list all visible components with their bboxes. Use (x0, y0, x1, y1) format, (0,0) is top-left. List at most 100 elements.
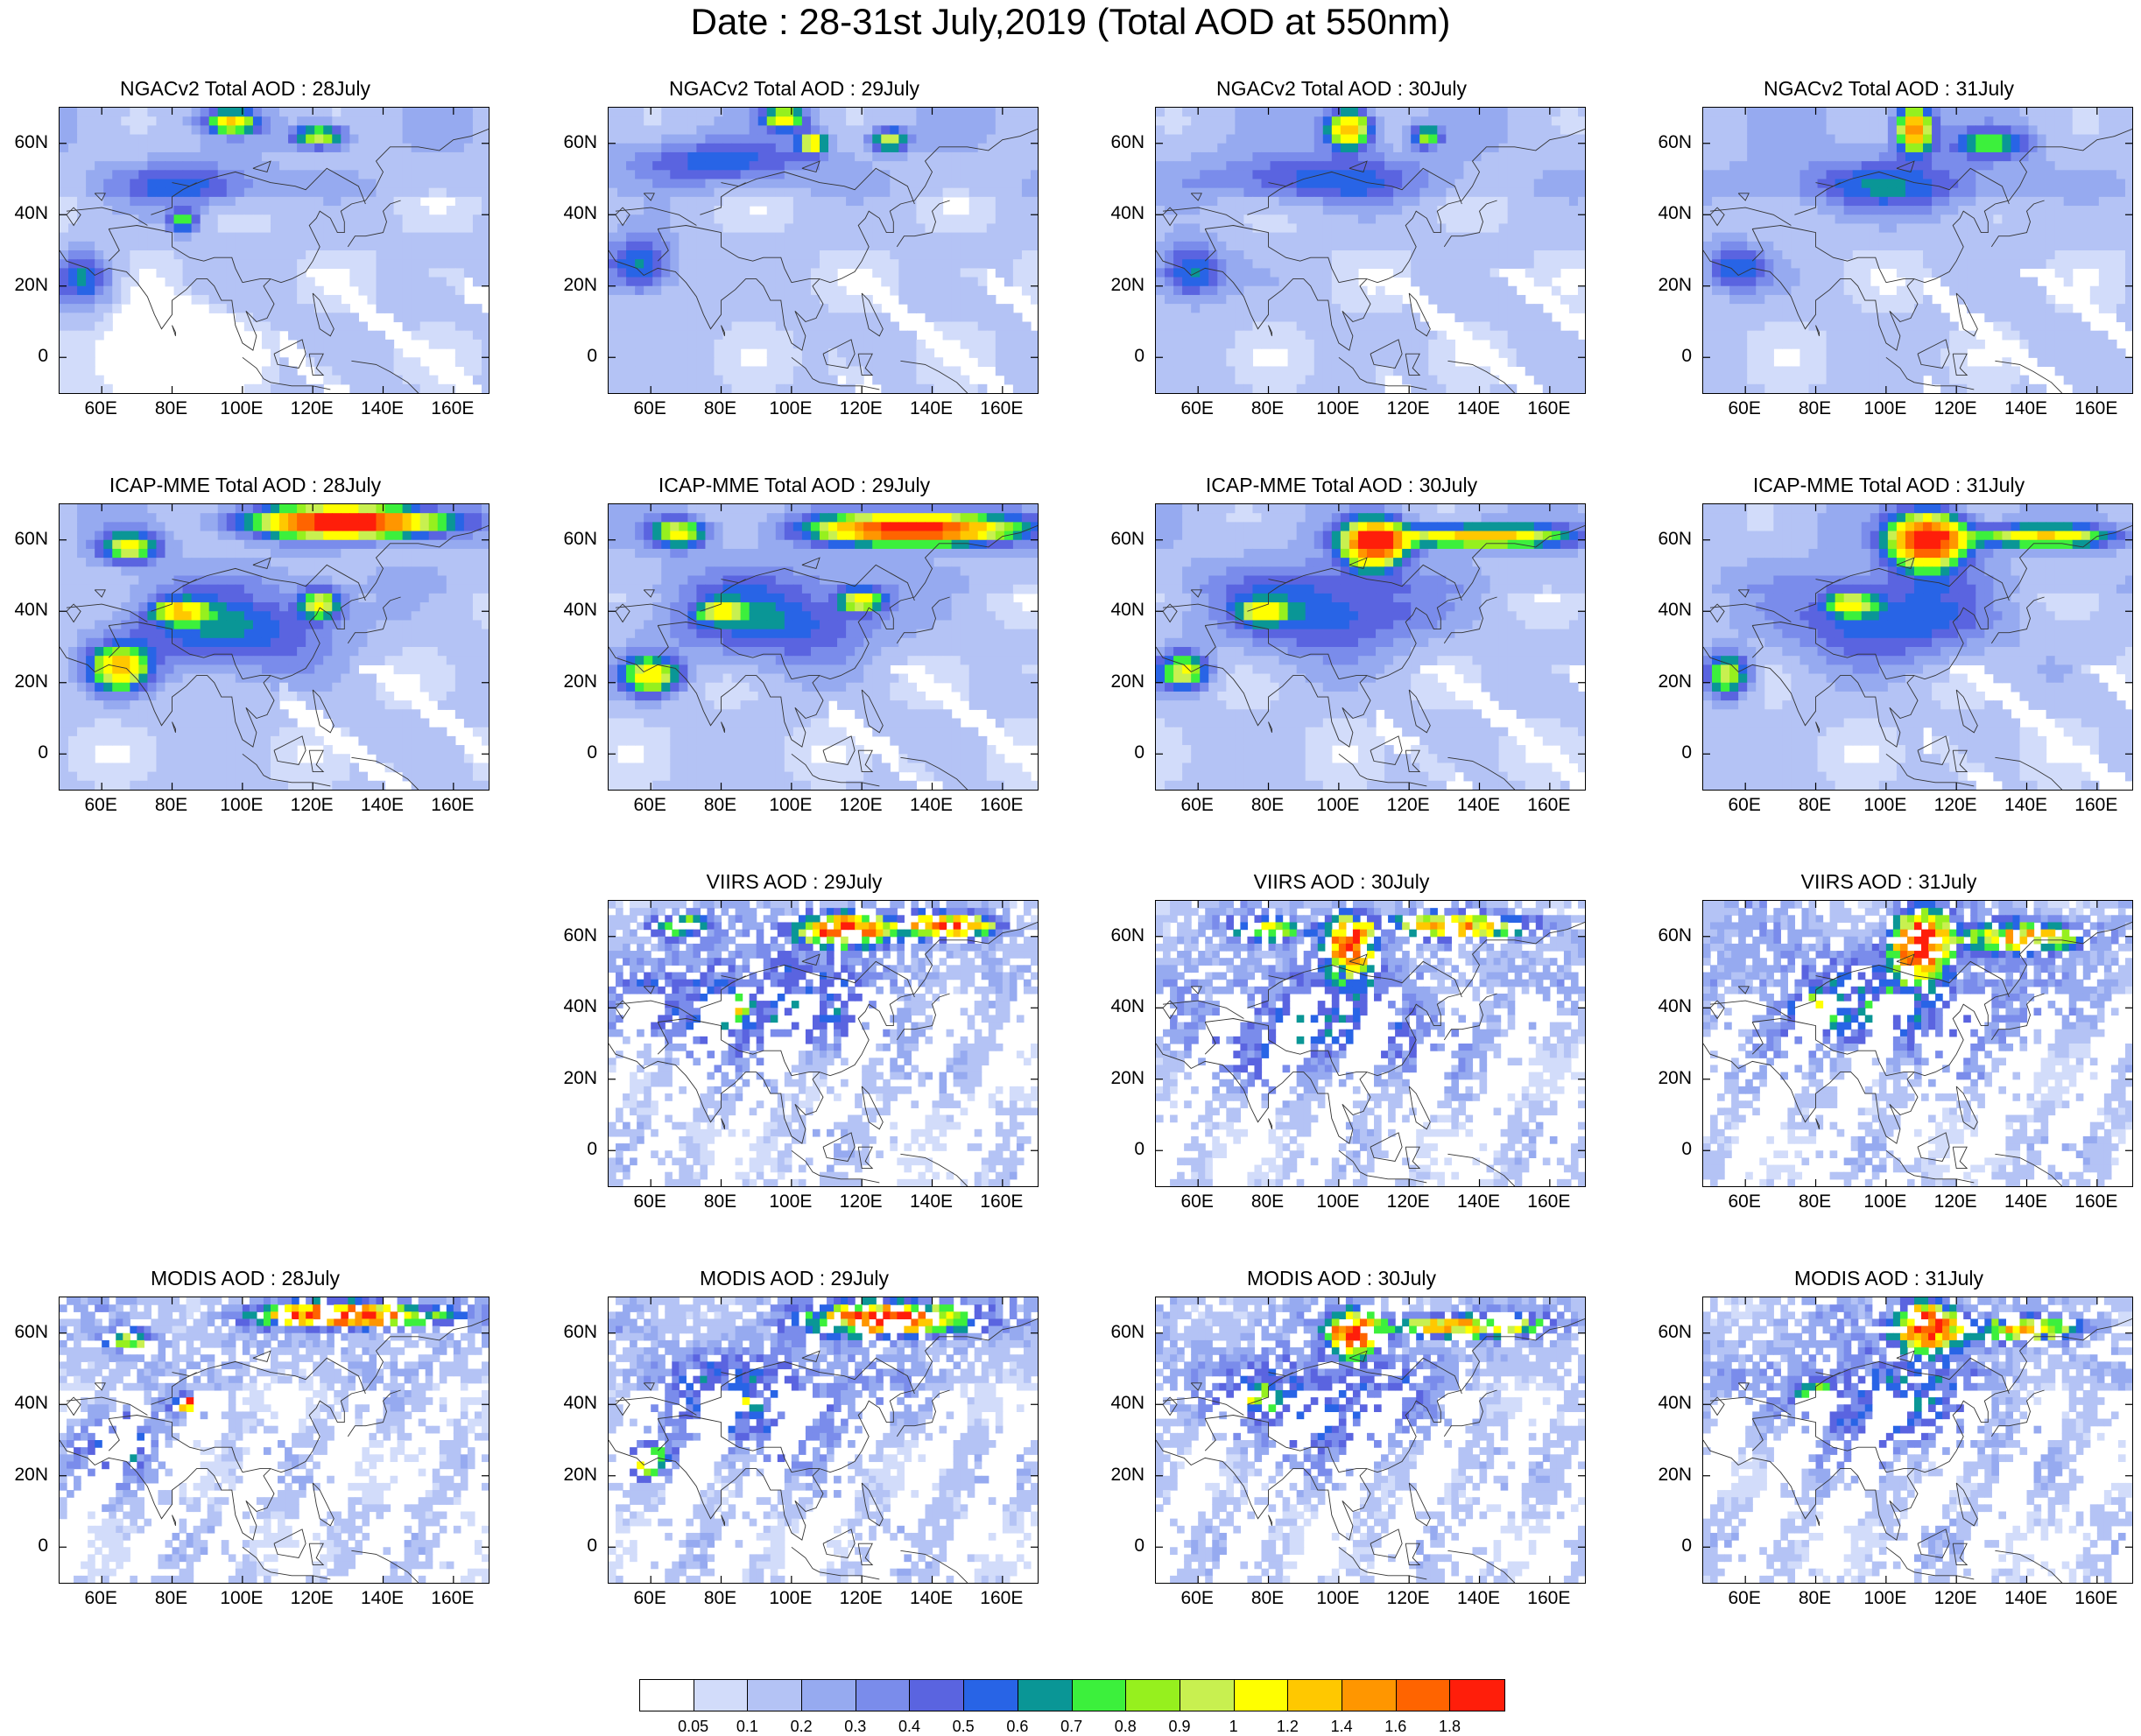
aod-cells (60, 1297, 489, 1583)
x-tick-label: 100E (1855, 795, 1916, 816)
x-tick-label: 140E (901, 795, 962, 816)
x-tick-label: 140E (1448, 1588, 1510, 1609)
x-tick-label: 140E (901, 1588, 962, 1609)
x-tick-label: 120E (1925, 1588, 1986, 1609)
colorbar-swatch (1342, 1680, 1397, 1711)
colorbar-swatch (694, 1680, 749, 1711)
y-tick-label: 60N (1648, 529, 1692, 550)
x-tick-label: 120E (1377, 795, 1439, 816)
aod-cells (1703, 108, 2132, 393)
aod-field (1156, 504, 1585, 790)
y-tick-label: 0 (4, 346, 48, 367)
y-tick-label: 20N (1101, 1068, 1144, 1089)
x-tick-label: 60E (1166, 398, 1228, 419)
x-tick-label: 60E (619, 398, 680, 419)
aod-field (1156, 108, 1585, 393)
figure-title: Date : 28-31st July,2019 (Total AOD at 5… (0, 0, 2141, 44)
x-tick-label: 140E (1448, 795, 1510, 816)
aod-cells (609, 108, 1038, 393)
x-tick-label: 60E (1714, 1191, 1775, 1212)
y-tick-label: 40N (4, 1393, 48, 1414)
y-tick-label: 60N (1101, 1322, 1144, 1343)
x-tick-label: 60E (619, 1191, 680, 1212)
x-tick-label: 100E (1855, 1588, 1916, 1609)
x-tick-label: 100E (211, 795, 272, 816)
x-tick-label: 80E (1237, 1191, 1299, 1212)
y-tick-label: 0 (1101, 1536, 1144, 1557)
x-tick-label: 60E (70, 1588, 131, 1609)
y-tick-label: 60N (553, 132, 597, 153)
x-tick-label: 100E (760, 1191, 821, 1212)
aod-field (609, 504, 1038, 790)
y-tick-label: 0 (4, 742, 48, 763)
x-tick-label: 160E (2066, 1191, 2127, 1212)
x-tick-label: 140E (352, 795, 413, 816)
x-tick-label: 80E (690, 398, 751, 419)
colorbar-swatch (1126, 1680, 1180, 1711)
y-tick-label: 20N (553, 1465, 597, 1486)
aod-cells (1156, 108, 1585, 393)
x-tick-label: 160E (422, 398, 483, 419)
map-frame (1155, 107, 1586, 394)
y-tick-label: 0 (4, 1536, 48, 1557)
y-tick-label: 0 (553, 1139, 597, 1160)
x-tick-label: 100E (1307, 795, 1369, 816)
aod-field (609, 108, 1038, 393)
aod-field (1703, 108, 2132, 393)
panel-title: MODIS AOD : 31July (1644, 1267, 2134, 1290)
aod-cells (609, 1297, 1038, 1583)
map-frame (1155, 900, 1586, 1187)
y-tick-label: 20N (4, 671, 48, 692)
y-tick-label: 0 (1648, 742, 1692, 763)
y-tick-label: 60N (553, 1322, 597, 1343)
x-tick-label: 80E (1785, 795, 1846, 816)
colorbar-swatch (640, 1680, 694, 1711)
map-frame (1155, 1297, 1586, 1584)
y-tick-label: 60N (1101, 529, 1144, 550)
aod-field (1703, 1297, 2132, 1583)
x-tick-label: 100E (1307, 1191, 1369, 1212)
map-frame (59, 503, 489, 791)
colorbar-swatch (856, 1680, 911, 1711)
aod-cells (1703, 901, 2132, 1186)
x-tick-label: 60E (70, 795, 131, 816)
x-tick-label: 120E (1377, 1588, 1439, 1609)
aod-field (1156, 901, 1585, 1186)
x-tick-label: 140E (1996, 398, 2057, 419)
x-tick-label: 120E (281, 398, 342, 419)
colorbar-swatch (748, 1680, 802, 1711)
map-frame (59, 107, 489, 394)
y-tick-label: 20N (1648, 671, 1692, 692)
panel-title: MODIS AOD : 29July (549, 1267, 1039, 1290)
colorbar-swatch (910, 1680, 964, 1711)
x-tick-label: 80E (1237, 1588, 1299, 1609)
x-tick-label: 120E (1925, 1191, 1986, 1212)
y-tick-label: 0 (1648, 346, 1692, 367)
x-tick-label: 60E (1166, 1588, 1228, 1609)
colorbar-swatch (1180, 1680, 1235, 1711)
x-tick-label: 80E (690, 1588, 751, 1609)
x-tick-label: 160E (1518, 1588, 1580, 1609)
aod-field (60, 504, 489, 790)
x-tick-label: 60E (70, 398, 131, 419)
y-tick-label: 40N (1648, 996, 1692, 1017)
y-tick-label: 20N (1648, 1465, 1692, 1486)
y-tick-label: 40N (1101, 996, 1144, 1017)
x-tick-label: 160E (971, 1588, 1032, 1609)
x-tick-label: 100E (760, 795, 821, 816)
x-tick-label: 100E (1855, 1191, 1916, 1212)
map-frame (1702, 503, 2133, 791)
x-tick-label: 140E (1996, 795, 2057, 816)
y-tick-label: 40N (553, 996, 597, 1017)
x-tick-label: 160E (1518, 795, 1580, 816)
x-tick-label: 140E (352, 1588, 413, 1609)
y-tick-label: 0 (553, 346, 597, 367)
x-tick-label: 120E (1377, 1191, 1439, 1212)
y-tick-label: 20N (1648, 275, 1692, 296)
colorbar-bar (639, 1679, 1505, 1711)
